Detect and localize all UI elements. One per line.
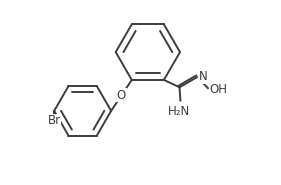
Text: H₂N: H₂N [167, 105, 190, 118]
Text: Br: Br [48, 115, 61, 127]
Text: N: N [198, 70, 207, 83]
Text: OH: OH [210, 83, 228, 96]
Text: O: O [117, 89, 126, 102]
